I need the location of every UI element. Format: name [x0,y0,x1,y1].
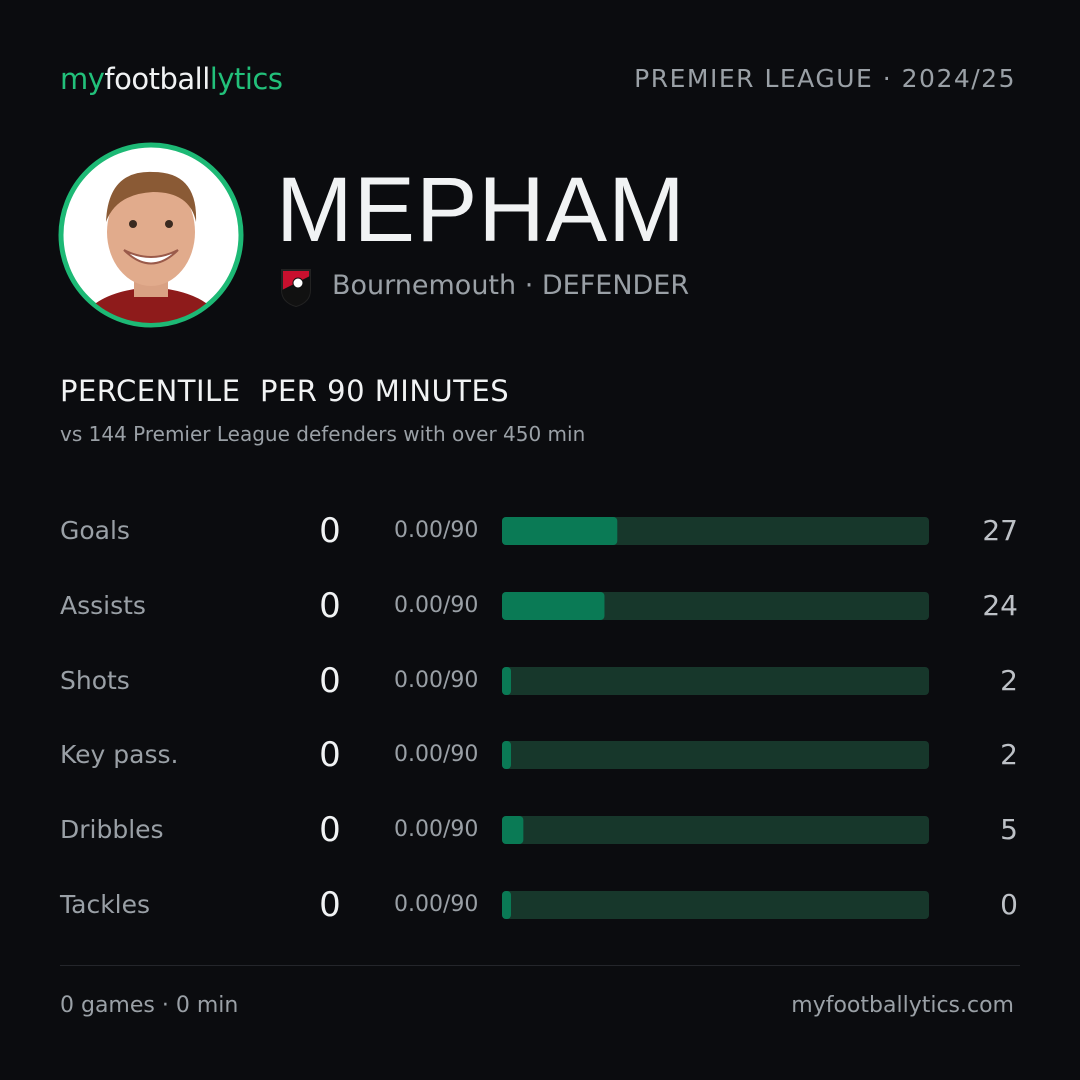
bar-track [502,891,929,919]
player-meta: Bournemouth · DEFENDER [332,270,690,301]
bar [502,816,524,845]
club-badge [281,269,311,308]
stat-total: 0 [319,511,341,551]
logo-part: lytics [209,62,283,96]
logo-part: football [104,62,210,96]
percentile-bar [502,741,929,770]
stat-rate: 0.00/90 [394,742,479,768]
stat-rate: 0.00/90 [394,518,479,543]
stat-total: 0 [319,585,341,626]
footer-site: myfootballytics.com [791,993,1014,1018]
stat-total: 0 [319,660,341,701]
stat-percentile: 5 [1000,813,1018,847]
stat-rate: 0.00/90 [394,817,479,843]
section-title: PERCENTILE PER 90 MINUTES [60,374,510,408]
competition: PREMIER LEAGUE · 2024/25 [634,64,1016,93]
stat-total: 0 [319,885,341,925]
stat-label: Assists [60,590,146,620]
bar [502,891,511,919]
stat-label: Key pass. [60,740,179,770]
bar-track [502,666,929,695]
logo: myfootballlytics [60,62,283,96]
bar [502,517,618,545]
stat-rate: 0.00/90 [394,592,479,618]
percentile-bar [502,891,929,919]
percentile-bar [502,816,929,845]
stat-total: 0 [319,735,341,776]
percentile-bar [502,517,929,545]
section-subtitle: vs 144 Premier League defenders with ove… [60,422,586,446]
stat-percentile: 24 [982,588,1018,622]
bar-track [502,816,929,845]
percentile-bar [502,666,929,695]
stat-label: Tackles [60,890,151,919]
stat-rate: 0.00/90 [394,892,479,917]
stat-total: 0 [319,810,341,851]
stat-label: Goals [60,516,130,545]
stat-label: Shots [60,665,130,695]
stat-percentile: 0 [1000,888,1018,921]
stat-label: Dribbles [60,815,164,845]
logo-part: my [60,62,105,96]
stat-percentile: 27 [982,514,1018,547]
bar [502,666,511,695]
stat-rate: 0.00/90 [394,667,479,693]
bar-track [502,741,929,770]
bar-track [502,591,929,620]
percentile-bar [502,591,929,620]
player-photo [58,142,244,328]
stat-percentile: 2 [1000,738,1018,772]
bar [502,741,511,770]
stat-percentile: 2 [1000,663,1018,697]
footer-summary: 0 games · 0 min [60,993,239,1018]
divider [60,965,1020,966]
player-name: MEPHAM [276,159,686,261]
bar [502,591,605,620]
